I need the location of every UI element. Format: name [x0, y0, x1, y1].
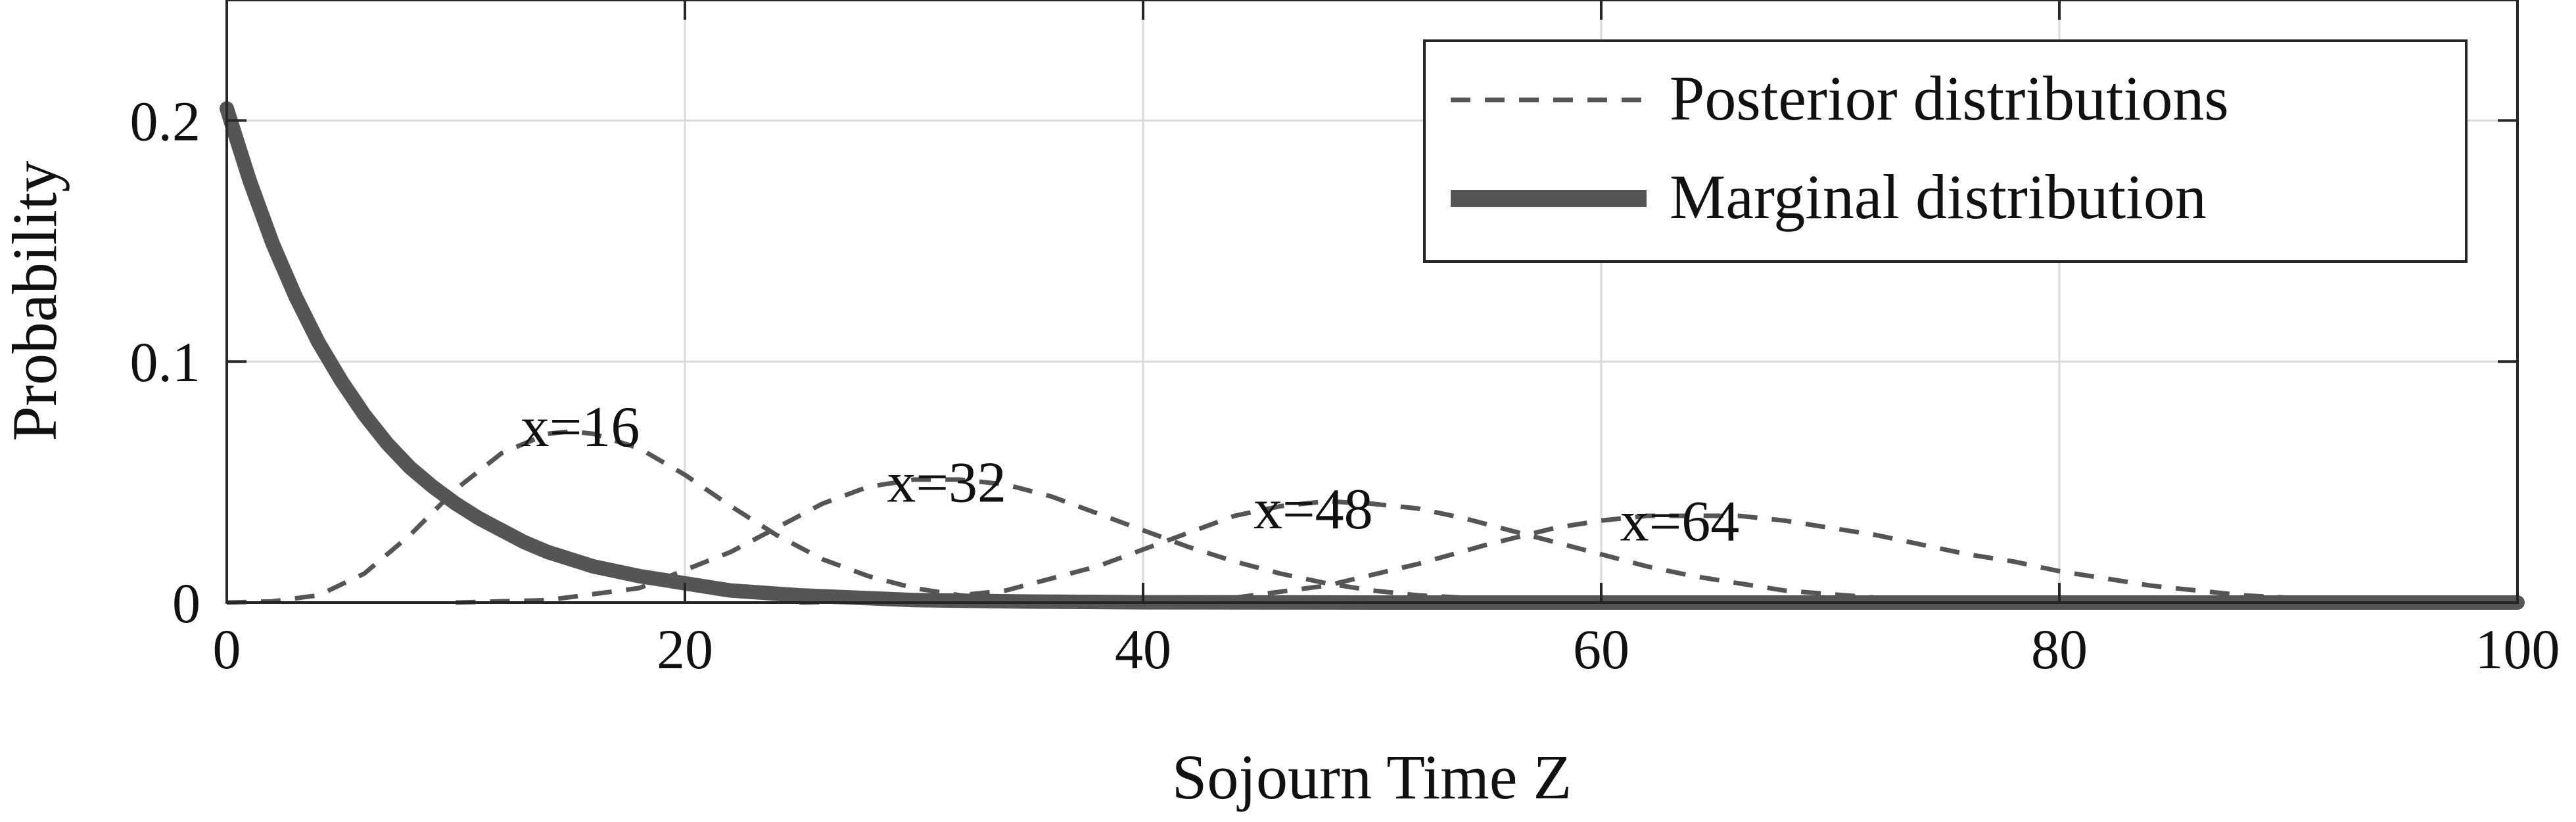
x-tick-label-1: 20 [657, 618, 713, 681]
x-tick-label-3: 60 [1573, 618, 1629, 681]
legend-label-posterior: Posterior distributions [1670, 63, 2229, 133]
series-line-posterior-x-48 [799, 499, 2060, 605]
annotation-label-0: x=16 [521, 396, 640, 459]
x-axis-title: Sojourn Time Z [1172, 742, 1572, 812]
ticks [225, 0, 2519, 604]
series-line-posterior-x-32 [456, 477, 1602, 605]
y-tick-label-0: 0 [172, 572, 200, 635]
y-tick-label-1: 0.1 [130, 331, 201, 394]
y-tick-label-2: 0.2 [130, 89, 201, 152]
x-tick-label-4: 80 [2031, 618, 2088, 681]
x-tick-label-0: 0 [213, 618, 241, 681]
legend-label-marginal: Marginal distribution [1670, 162, 2207, 232]
plot-area-frame [225, 0, 2519, 604]
legend-box [1423, 39, 2468, 263]
x-tick-label-2: 40 [1115, 618, 1171, 681]
y-axis-title: Probability [0, 161, 70, 442]
annotations: x=16 x=32 x=48 x=64 [521, 396, 1739, 553]
x-tick-labels: 0 20 40 60 80 100 [213, 618, 2560, 681]
series-line-posterior-x-16 [226, 429, 1006, 605]
series-line-posterior-x-64 [1097, 513, 2426, 605]
annotation-label-1: x=32 [887, 451, 1006, 515]
y-tick-labels: 0 0.1 0.2 [130, 89, 201, 635]
annotation-label-2: x=48 [1253, 478, 1373, 541]
annotation-label-3: x=64 [1620, 490, 1740, 553]
x-tick-label-5: 100 [2475, 618, 2560, 681]
legend: Posterior distributions Marginal distrib… [1423, 39, 2468, 263]
